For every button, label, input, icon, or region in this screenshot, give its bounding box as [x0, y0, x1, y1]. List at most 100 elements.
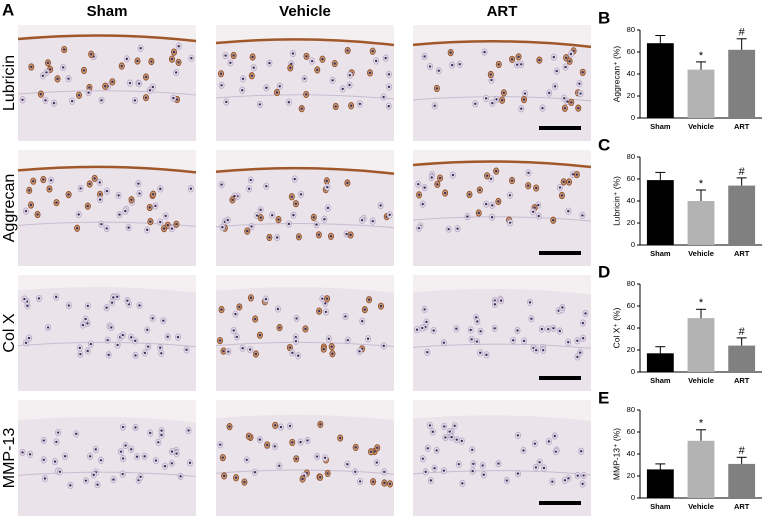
- nucleus: [250, 225, 253, 228]
- nucleus: [537, 214, 540, 218]
- nucleus: [530, 317, 533, 320]
- nucleus: [136, 59, 139, 63]
- nucleus: [36, 213, 39, 216]
- nucleus: [474, 102, 477, 105]
- nucleus: [371, 50, 374, 53]
- nucleus: [249, 178, 253, 182]
- nucleus: [581, 482, 584, 486]
- nucleus: [294, 340, 298, 343]
- nucleus: [581, 321, 585, 325]
- nucleus: [515, 63, 519, 66]
- nucleus: [448, 430, 451, 433]
- nucleus: [476, 320, 479, 323]
- nucleus: [558, 186, 562, 189]
- nucleus: [443, 425, 446, 428]
- nucleus: [552, 219, 555, 222]
- nucleus: [348, 83, 351, 87]
- nucleus: [291, 441, 294, 444]
- nucleus: [564, 65, 567, 69]
- micrograph: [412, 25, 592, 141]
- nucleus: [273, 424, 277, 427]
- nucleus: [554, 450, 557, 453]
- nucleus: [569, 52, 573, 56]
- nucleus: [162, 319, 165, 322]
- nucleus: [117, 194, 120, 197]
- nucleus: [571, 173, 575, 176]
- nucleus: [423, 308, 426, 311]
- nucleus: [547, 91, 551, 95]
- nucleus: [24, 209, 28, 213]
- nucleus: [317, 233, 321, 237]
- nucleus: [450, 435, 453, 439]
- nucleus: [421, 457, 425, 460]
- nucleus: [484, 97, 488, 100]
- nucleus: [568, 60, 571, 63]
- nucleus: [325, 179, 329, 183]
- nucleus: [81, 323, 85, 327]
- nucleus: [520, 107, 523, 110]
- nucleus: [491, 101, 494, 105]
- nucleus: [159, 220, 162, 224]
- nucleus: [291, 52, 295, 55]
- nucleus: [379, 304, 383, 308]
- nucleus: [45, 71, 48, 74]
- nucleus: [94, 448, 97, 451]
- nucleus: [53, 460, 57, 463]
- nucleus: [84, 317, 87, 321]
- y-tick-label: 40: [627, 69, 635, 78]
- nucleus: [576, 355, 579, 359]
- nucleus: [107, 353, 110, 357]
- nucleus: [455, 438, 459, 441]
- nucleus: [304, 327, 307, 331]
- nucleus: [453, 424, 456, 427]
- panel-label: A: [2, 0, 14, 19]
- nucleus: [485, 353, 488, 357]
- nucleus: [234, 476, 238, 479]
- nucleus: [577, 106, 580, 110]
- nucleus: [287, 222, 291, 226]
- nucleus: [179, 475, 182, 478]
- y-tick-label: 60: [627, 301, 635, 310]
- nucleus: [451, 63, 454, 67]
- nucleus: [346, 463, 349, 466]
- nucleus: [376, 446, 379, 450]
- nucleus: [425, 320, 428, 324]
- micrograph: [17, 275, 197, 391]
- nucleus: [471, 448, 474, 451]
- nucleus: [130, 336, 133, 339]
- micrograph: [215, 25, 395, 141]
- row-label: MMP-13: [1, 428, 18, 489]
- nucleus: [46, 61, 50, 65]
- significance-mark: *: [699, 297, 704, 309]
- nucleus: [170, 450, 174, 453]
- nucleus: [248, 348, 252, 351]
- nucleus: [330, 345, 333, 348]
- nucleus: [49, 179, 53, 182]
- nucleus: [253, 471, 257, 474]
- nucleus: [505, 479, 509, 482]
- nucleus: [334, 105, 337, 108]
- nucleus: [371, 480, 375, 483]
- nucleus: [150, 60, 153, 63]
- scale-bar: [539, 251, 581, 255]
- nucleus: [27, 336, 31, 340]
- surface-stain: [17, 165, 197, 174]
- nucleus: [564, 56, 568, 59]
- nucleus: [137, 82, 141, 85]
- nucleus: [294, 202, 298, 205]
- nucleus: [276, 307, 280, 311]
- nucleus: [295, 317, 298, 320]
- nucleus: [42, 439, 45, 442]
- y-tick-label: 60: [627, 47, 635, 56]
- nucleus: [383, 470, 386, 474]
- nucleus: [366, 337, 370, 340]
- nucleus: [493, 327, 496, 330]
- nucleus: [472, 462, 475, 466]
- nucleus: [387, 73, 391, 76]
- nucleus: [292, 213, 295, 217]
- bar: [728, 345, 756, 372]
- nucleus: [163, 465, 167, 468]
- nucleus: [220, 84, 223, 87]
- y-tick-label: 60: [627, 427, 635, 436]
- nucleus: [312, 216, 315, 219]
